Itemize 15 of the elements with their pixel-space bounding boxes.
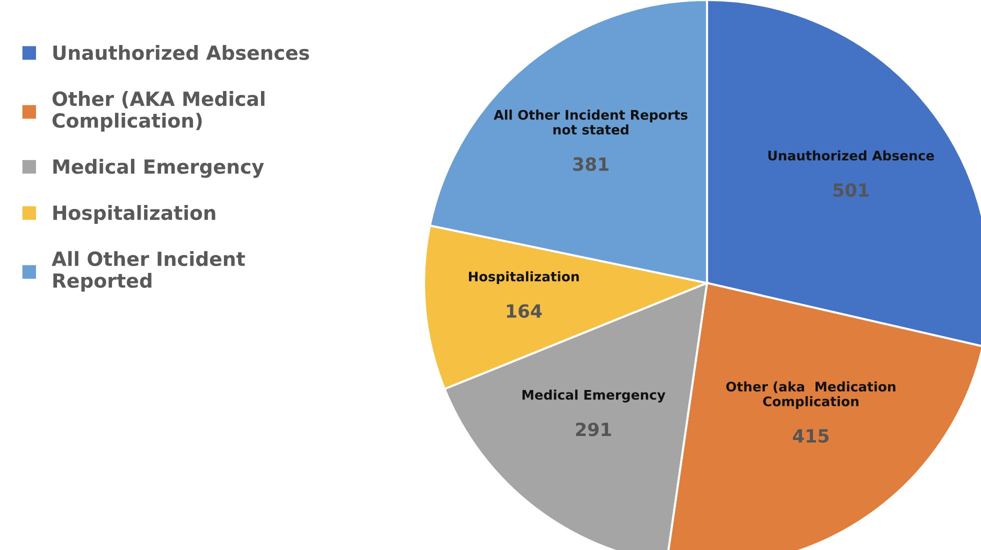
data-label: 291 [576,422,612,436]
legend-label: Unauthorized Absences [53,45,310,60]
legend-label: Medical Emergency [53,158,264,178]
legend-label: All Other Incident Reported [52,251,245,292]
data-label: 164 [506,304,542,318]
text: Hospitalization [468,271,579,284]
data-label: 381 [573,157,608,171]
text: Unauthorized Absence [768,150,934,161]
data-label: 415 [792,429,829,443]
text: Other (aka Medication Complication [726,381,896,409]
text: All Other Incident Reports not stated [494,110,688,135]
data-label: 501 [833,183,869,197]
legend-label: Hospitalization [53,205,216,224]
text: Medical Emergency [522,390,666,402]
legend-label: Other (AKA Medical Complication) [52,91,264,132]
